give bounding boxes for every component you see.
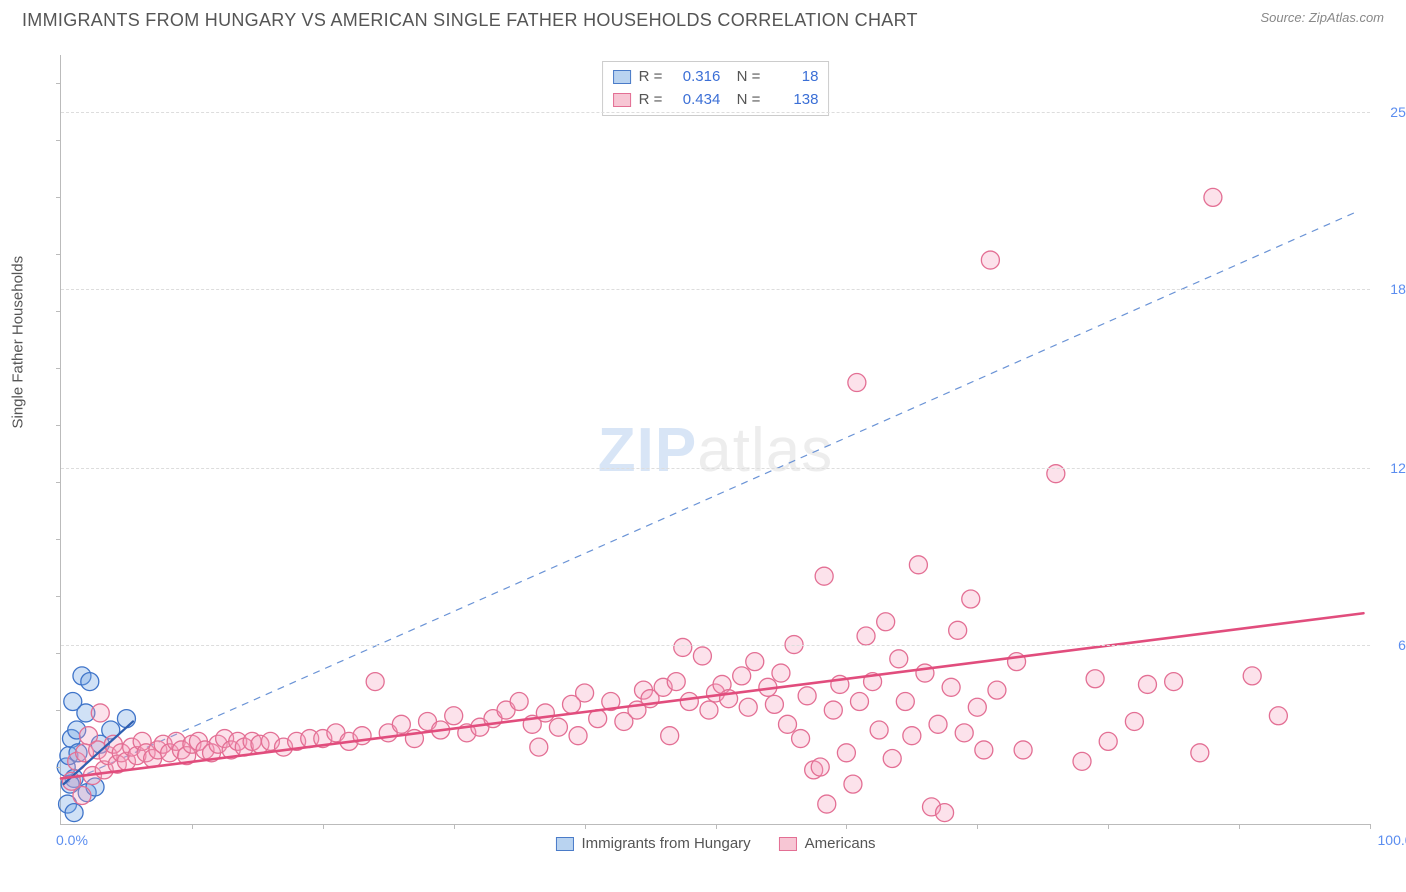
y-tick-label: 6.3% (1375, 637, 1406, 653)
stats-row-hungary: R = 0.316 N = 18 (613, 66, 819, 89)
y-tick-label: 18.8% (1375, 281, 1406, 297)
stat-n-val-0: 18 (768, 66, 818, 89)
legend-item-hungary: Immigrants from Hungary (555, 835, 750, 852)
swatch-pink (613, 93, 631, 107)
y-tick-label: 12.5% (1375, 460, 1406, 476)
stats-row-americans: R = 0.434 N = 138 (613, 89, 819, 112)
plot-svg (61, 55, 1370, 824)
y-axis-label: Single Father Households (10, 256, 27, 429)
legend-item-americans: Americans (779, 835, 876, 852)
stats-legend-box: R = 0.316 N = 18 R = 0.434 N = 138 (602, 61, 830, 116)
chart-title: IMMIGRANTS FROM HUNGARY VS AMERICAN SING… (22, 10, 918, 31)
swatch-blue (613, 70, 631, 84)
x-end-label: 100.0% (1378, 832, 1406, 848)
stat-n-label: N = (728, 66, 760, 89)
x-origin-label: 0.0% (56, 832, 88, 848)
legend-label-americans: Americans (805, 835, 876, 852)
stat-r-label: R = (639, 66, 663, 89)
swatch-blue (555, 837, 573, 851)
y-tick-label: 25.0% (1375, 104, 1406, 120)
stat-n-val-1: 138 (768, 89, 818, 112)
source-label: Source: ZipAtlas.com (1260, 10, 1384, 25)
swatch-pink (779, 837, 797, 851)
stat-r-val-0: 0.316 (670, 66, 720, 89)
scatter-chart: ZIPatlas R = 0.316 N = 18 R = 0.434 N = … (60, 55, 1370, 825)
bottom-legend: Immigrants from Hungary Americans (555, 835, 875, 852)
stat-r-val-1: 0.434 (670, 89, 720, 112)
legend-label-hungary: Immigrants from Hungary (581, 835, 750, 852)
stat-n-label: N = (728, 89, 760, 112)
stat-r-label: R = (639, 89, 663, 112)
